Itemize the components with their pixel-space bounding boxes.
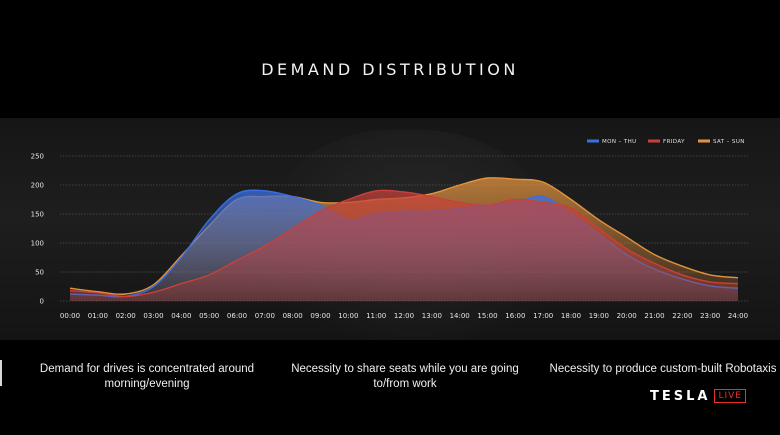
y-tick-label: 150 (31, 211, 44, 219)
x-tick-label: 08:00 (283, 312, 303, 320)
line-friday (69, 189, 739, 298)
legend-swatch-friday (648, 139, 660, 143)
x-tick-label: 18:00 (561, 312, 581, 320)
x-tick-label: 10:00 (338, 312, 358, 320)
x-tick-label: 14:00 (450, 312, 470, 320)
legend-label-friday: FRIDAY (663, 139, 685, 145)
x-tick-label: 12:00 (394, 312, 414, 320)
caption-left: Demand for drives is concentrated around… (39, 363, 255, 390)
x-tick-label: 22:00 (672, 312, 692, 320)
caption-right: Necessity to produce custom-built Robota… (549, 363, 777, 375)
y-tick-label: 50 (35, 269, 44, 277)
area-friday (70, 190, 738, 301)
legend-swatch-sat-sun (698, 139, 710, 143)
x-tick-labels: 00:00 01:00 02:00 03:00 04:00 05:00 06:00 07:00… (60, 312, 748, 320)
edge-marker (0, 360, 2, 386)
x-tick-label: 19:00 (589, 312, 609, 320)
x-tick-label: 01:00 (88, 312, 108, 320)
y-tick-label: 200 (31, 182, 44, 190)
x-tick-label: 02:00 (116, 312, 136, 320)
y-tick-label: 0 (40, 298, 44, 306)
slide-title: DEMAND DISTRIBUTION (261, 60, 519, 79)
chart-legend: MON – THU FRIDAY SAT – SUN (587, 139, 745, 145)
x-tick-label: 16:00 (505, 312, 525, 320)
legend-label-mon-thu: MON – THU (602, 139, 637, 145)
x-tick-label: 21:00 (644, 312, 664, 320)
y-tick-label: 250 (31, 153, 44, 161)
series-areas (69, 177, 739, 301)
x-tick-label: 17:00 (533, 312, 553, 320)
x-tick-label: 06:00 (227, 312, 247, 320)
caption-center: Necessity to share seats while you are g… (291, 363, 519, 390)
x-tick-label: 00:00 (60, 312, 80, 320)
tesla-live-logo: TESLA LIVE (650, 387, 746, 405)
x-tick-label: 05:00 (199, 312, 219, 320)
x-tick-label: 15:00 (477, 312, 497, 320)
x-tick-label: 09:00 (310, 312, 330, 320)
x-tick-label: 03:00 (143, 312, 163, 320)
y-tick-label: 100 (31, 240, 44, 248)
x-tick-label: 04:00 (171, 312, 191, 320)
x-tick-label: 23:00 (700, 312, 720, 320)
legend-label-sat-sun: SAT – SUN (713, 139, 745, 145)
live-badge: LIVE (714, 389, 746, 403)
legend-swatch-mon-thu (587, 139, 599, 143)
x-tick-label: 07:00 (255, 312, 275, 320)
brand-wordmark: TESLA (650, 388, 711, 404)
x-tick-label: 24:00 (728, 312, 748, 320)
x-tick-label: 11:00 (366, 312, 386, 320)
y-tick-labels: 0 50 100 150 200 250 (31, 153, 44, 306)
x-tick-label: 20:00 (617, 312, 637, 320)
demand-chart: 0 50 100 150 200 250 00:00 01:00 02:00 03:00 04:0… (31, 139, 748, 320)
x-tick-label: 13:00 (422, 312, 442, 320)
